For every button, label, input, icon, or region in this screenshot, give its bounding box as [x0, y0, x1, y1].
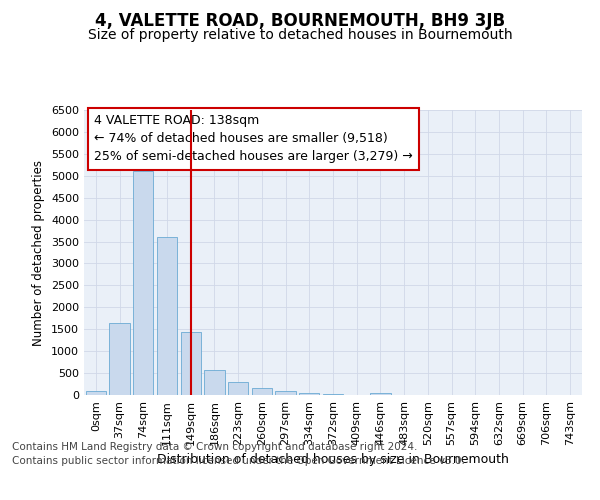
Bar — [205, 370, 224, 395]
Bar — [323, 394, 343, 395]
Text: 4 VALETTE ROAD: 138sqm
← 74% of detached houses are smaller (9,518)
25% of semi-: 4 VALETTE ROAD: 138sqm ← 74% of detached… — [94, 114, 413, 164]
Bar — [109, 322, 130, 395]
X-axis label: Distribution of detached houses by size in Bournemouth: Distribution of detached houses by size … — [157, 454, 509, 466]
Text: Contains HM Land Registry data © Crown copyright and database right 2024.: Contains HM Land Registry data © Crown c… — [12, 442, 418, 452]
Bar — [252, 388, 272, 395]
Bar — [370, 393, 391, 395]
Bar — [299, 392, 319, 395]
Text: Size of property relative to detached houses in Bournemouth: Size of property relative to detached ho… — [88, 28, 512, 42]
Text: Contains public sector information licensed under the Open Government Licence v3: Contains public sector information licen… — [12, 456, 465, 466]
Text: 4, VALETTE ROAD, BOURNEMOUTH, BH9 3JB: 4, VALETTE ROAD, BOURNEMOUTH, BH9 3JB — [95, 12, 505, 30]
Bar — [157, 237, 177, 395]
Bar — [228, 382, 248, 395]
Bar — [133, 172, 154, 395]
Bar — [275, 390, 296, 395]
Bar — [181, 332, 201, 395]
Bar — [86, 392, 106, 395]
Y-axis label: Number of detached properties: Number of detached properties — [32, 160, 46, 346]
